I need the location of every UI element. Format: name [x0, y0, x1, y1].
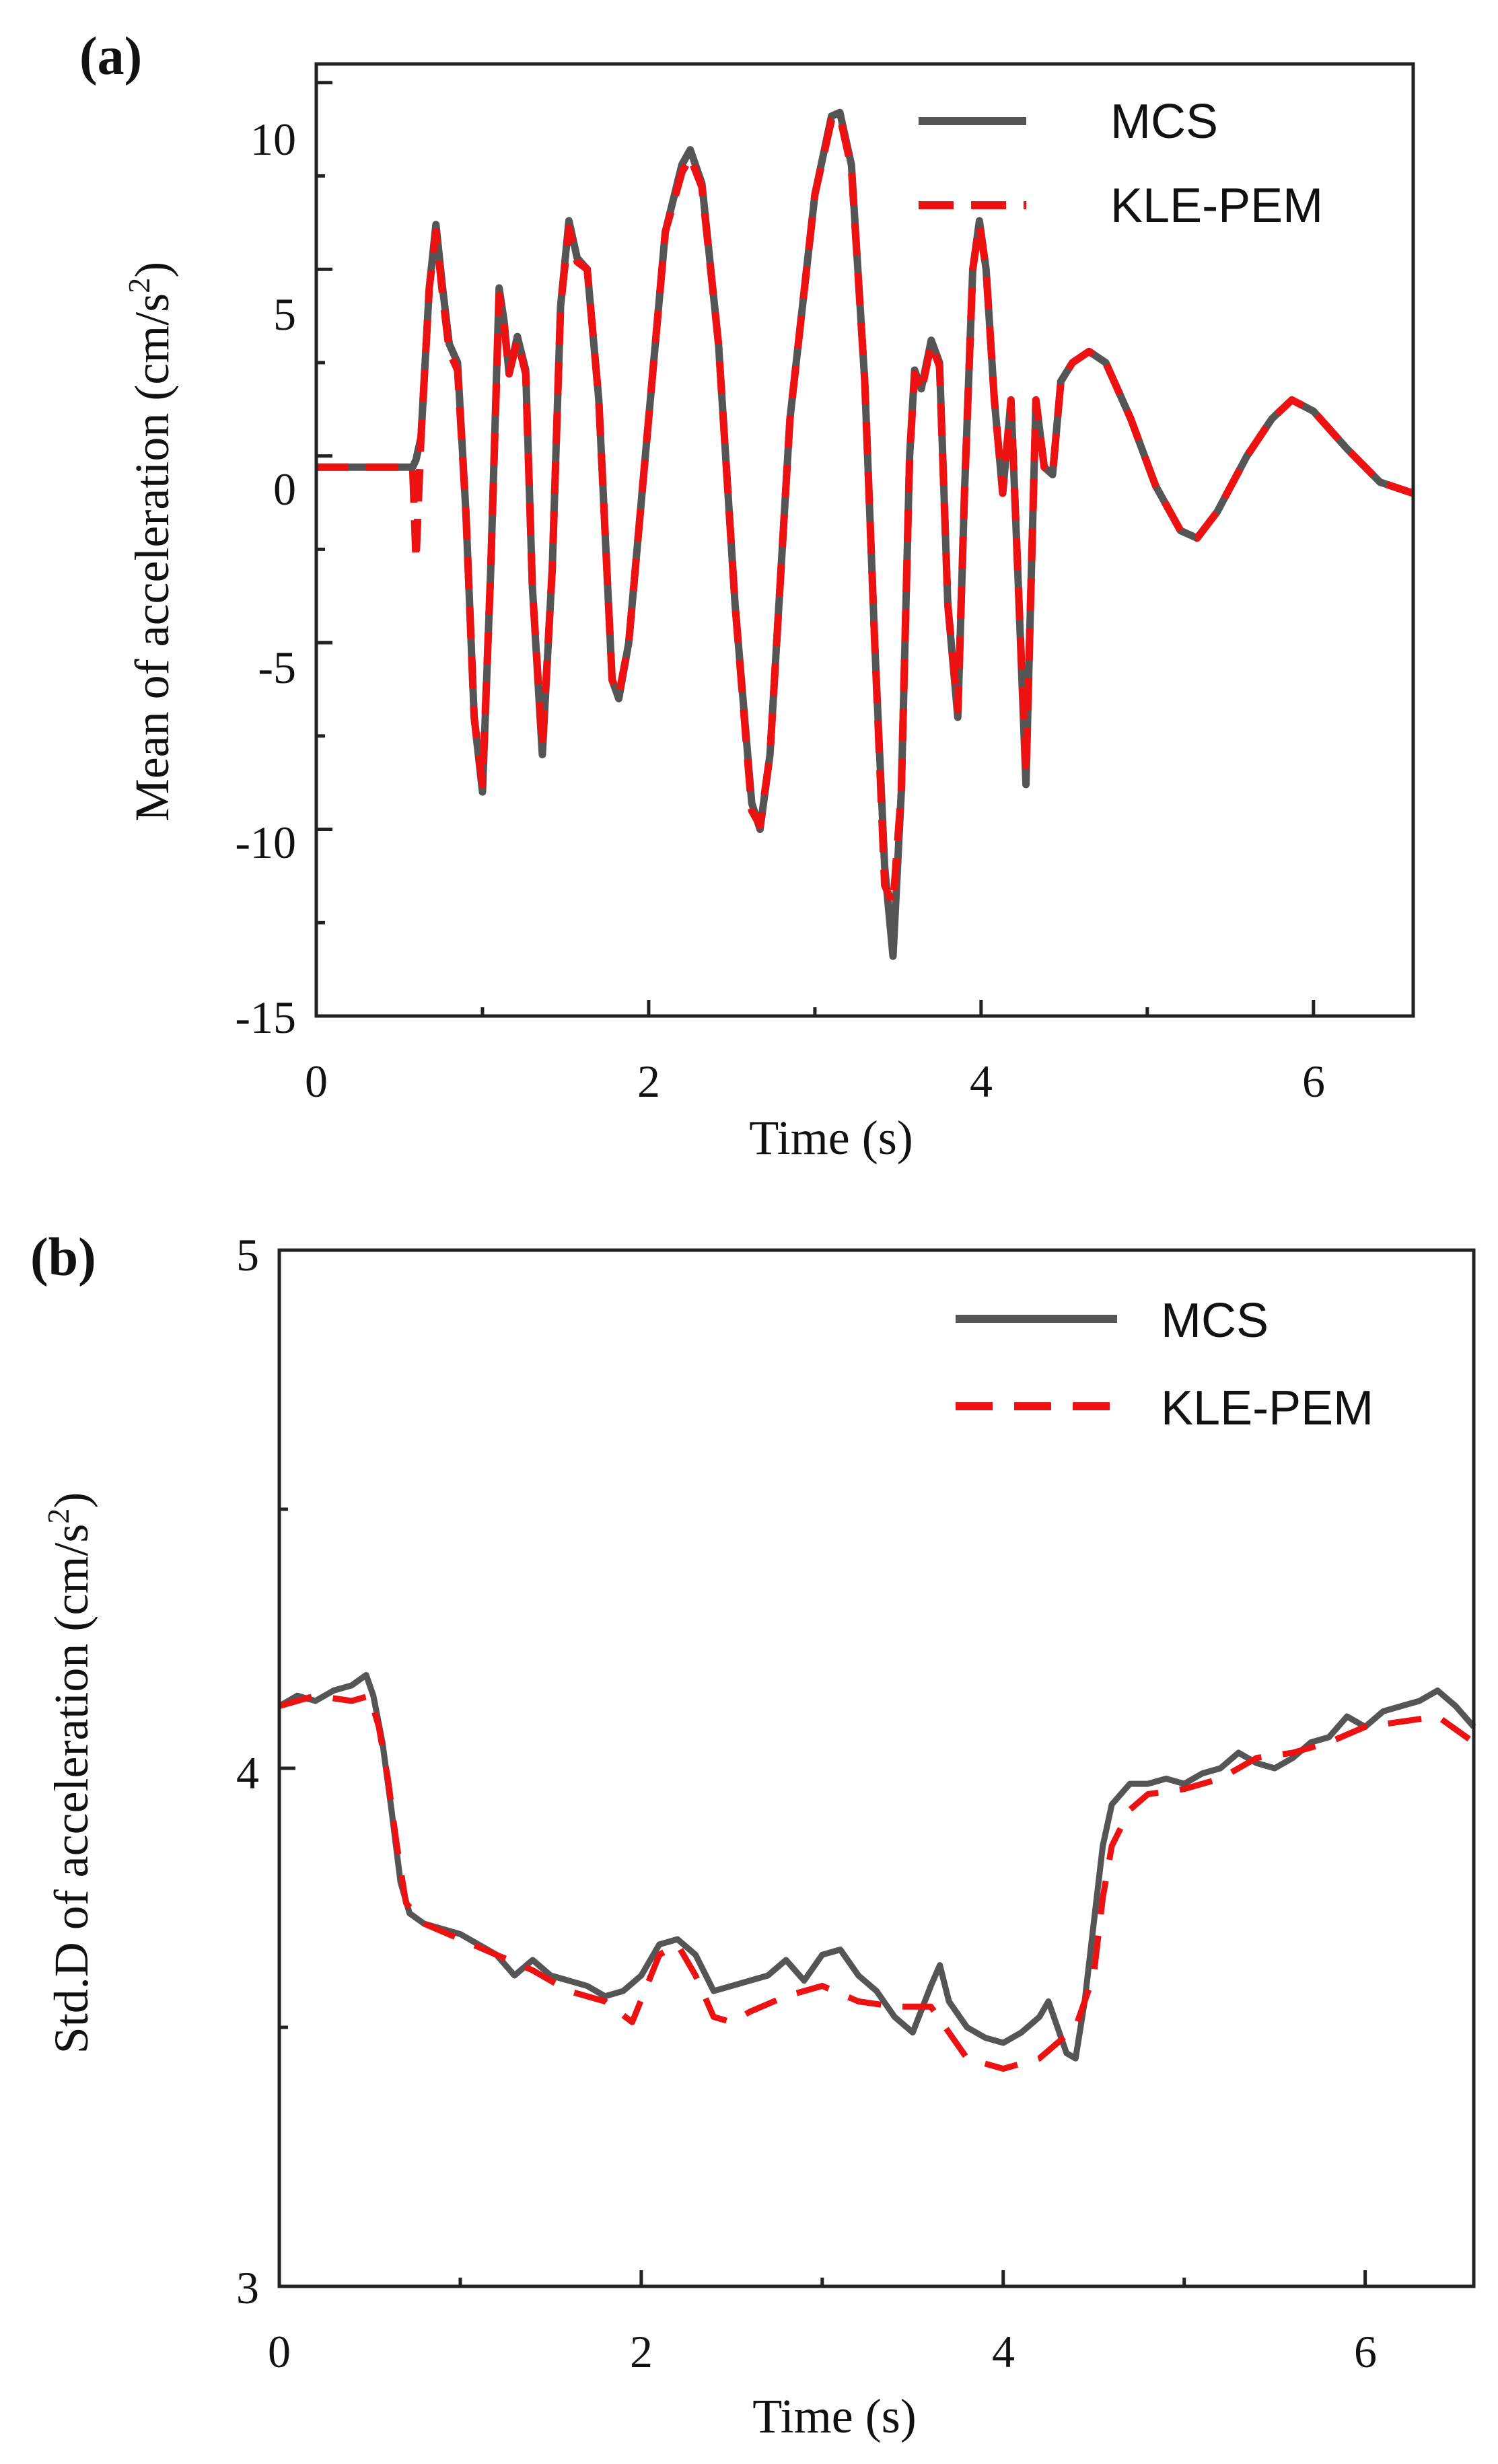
x-tick-label: 0 [268, 2326, 291, 2377]
x-axis-label: Time (s) [749, 1111, 913, 1165]
legend-label-mcs: MCS [1161, 1294, 1269, 1348]
legend-label-kle-pem: KLE-PEM [1110, 179, 1323, 233]
y-axis-label-superscript: 2 [41, 1509, 75, 1524]
x-axis-label: Time (s) [752, 2389, 916, 2443]
panel-b-plot [277, 1671, 1476, 2072]
y-axis-label-main: Mean of acceleration (cm/s [125, 293, 179, 822]
y-tick-label: -10 [235, 817, 296, 868]
panel-a: (a) 10 5 0 -5 -10 -15 0 2 4 6 Time (s) M… [79, 27, 1415, 1165]
x-tick-label: 4 [992, 2326, 1015, 2377]
y-tick-label: 5 [273, 289, 296, 340]
y-tick-label: 10 [250, 114, 296, 165]
y-tick-label: 5 [236, 1229, 259, 1280]
y-axis-label-main: Std.D of acceleration (cm/s [44, 1524, 98, 2054]
panel-a-ticks [314, 81, 1316, 1018]
panel-label-b: (b) [30, 1228, 96, 1287]
y-tick-label: 4 [236, 1747, 259, 1799]
panel-a-plot [316, 108, 1415, 960]
y-tick-label: -5 [258, 642, 296, 693]
x-tick-label: 6 [1354, 2326, 1377, 2377]
x-tick-label: 4 [970, 1056, 993, 1107]
series-line-mcs [277, 1671, 1476, 2062]
y-axis-label-close: ) [125, 262, 179, 278]
legend-label-mcs: MCS [1110, 95, 1218, 149]
series-line-kle-pem [316, 112, 1415, 908]
x-tick-label: 2 [637, 1056, 660, 1107]
x-tick-label: 0 [305, 1056, 328, 1107]
y-axis-label: Mean of acceleration (cm/s2) [122, 262, 179, 822]
y-axis-label-superscript: 2 [122, 278, 156, 293]
panel-a-plot-frame [314, 62, 1415, 1018]
legend-b: MCS KLE-PEM [956, 1294, 1374, 1435]
panel-b: (b) 5 4 3 0 2 4 6 Time (s) Std.D of acce… [30, 1228, 1476, 2443]
x-tick-label: 6 [1302, 1056, 1325, 1107]
y-axis-label: Std.D of acceleration (cm/s2) [41, 1492, 98, 2054]
panel-label-a: (a) [79, 27, 142, 86]
x-tick-label: 2 [630, 2326, 653, 2377]
series-line-kle-pem [278, 1692, 1476, 2072]
panel-b-ticks [277, 1248, 1367, 2288]
y-tick-label: -15 [235, 992, 296, 1043]
y-tick-label: 3 [236, 2262, 259, 2313]
y-axis-label-close: ) [44, 1492, 98, 1509]
legend-label-kle-pem: KLE-PEM [1161, 1381, 1374, 1435]
series-line-mcs [316, 108, 1415, 960]
legend-a: MCS KLE-PEM [919, 95, 1323, 233]
y-tick-label: 0 [273, 464, 296, 515]
